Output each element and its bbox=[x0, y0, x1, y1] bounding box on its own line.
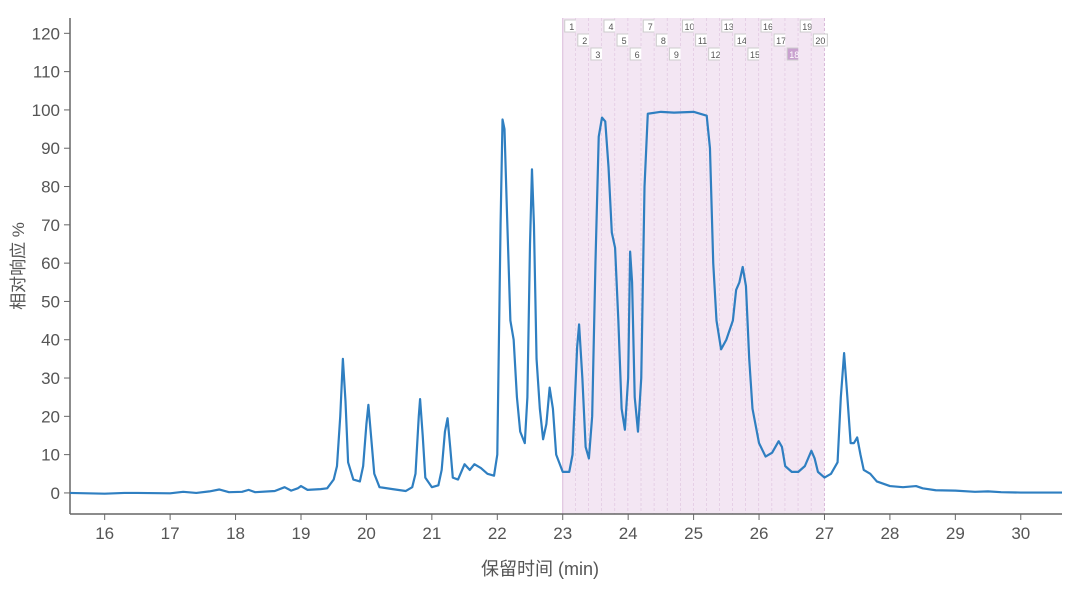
y-tick-label: 10 bbox=[41, 446, 60, 465]
chromatogram-line bbox=[69, 110, 1062, 495]
x-tick-label: 28 bbox=[880, 524, 899, 543]
fraction-label: 6 bbox=[635, 50, 640, 60]
fraction-label: 18 bbox=[789, 50, 799, 60]
fraction-label: 19 bbox=[802, 22, 812, 32]
fraction-label: 16 bbox=[763, 22, 773, 32]
fraction-label: 2 bbox=[582, 36, 587, 46]
y-tick-label: 80 bbox=[41, 178, 60, 197]
y-tick-label: 100 bbox=[32, 101, 60, 120]
fraction-region bbox=[719, 18, 733, 514]
x-tick-label: 22 bbox=[488, 524, 507, 543]
fraction-region bbox=[732, 18, 746, 514]
fraction-label: 10 bbox=[685, 22, 695, 32]
y-tick-label: 50 bbox=[41, 292, 60, 311]
x-tick-label: 16 bbox=[95, 524, 114, 543]
x-tick-label: 24 bbox=[619, 524, 638, 543]
fraction-region bbox=[693, 18, 707, 514]
fraction-label: 4 bbox=[608, 22, 613, 32]
fraction-label: 17 bbox=[776, 36, 786, 46]
x-tick-label: 29 bbox=[946, 524, 965, 543]
fraction-label: 14 bbox=[737, 36, 747, 46]
fraction-label-box bbox=[812, 33, 828, 47]
fraction-region bbox=[667, 18, 681, 514]
fraction-label: 15 bbox=[750, 50, 760, 60]
fraction-region bbox=[562, 18, 576, 514]
fraction-region bbox=[615, 18, 629, 514]
fraction-region bbox=[759, 18, 773, 514]
fraction-label: 1 bbox=[569, 22, 574, 32]
y-tick-label: 70 bbox=[41, 216, 60, 235]
x-tick-label: 27 bbox=[815, 524, 834, 543]
fraction-region bbox=[628, 18, 642, 514]
y-axis-label: 相对响应 % bbox=[9, 222, 28, 310]
fraction-label: 20 bbox=[815, 36, 825, 46]
fraction-label: 13 bbox=[724, 22, 734, 32]
fraction-region bbox=[654, 18, 668, 514]
y-tick-label: 40 bbox=[41, 331, 60, 350]
x-tick-label: 26 bbox=[750, 524, 769, 543]
x-axis-label: 保留时间 (min) bbox=[481, 559, 599, 579]
fraction-region bbox=[785, 18, 799, 514]
x-tick-label: 18 bbox=[226, 524, 245, 543]
fraction-label: 8 bbox=[661, 36, 666, 46]
y-tick-label: 90 bbox=[41, 139, 60, 158]
fraction-region bbox=[641, 18, 655, 514]
fraction-label: 12 bbox=[711, 50, 721, 60]
fraction-label: 11 bbox=[698, 36, 707, 46]
fraction-region bbox=[772, 18, 786, 514]
x-tick-label: 23 bbox=[553, 524, 572, 543]
x-tick-label: 25 bbox=[684, 524, 703, 543]
y-tick-label: 110 bbox=[33, 63, 60, 82]
fraction-label: 3 bbox=[595, 50, 600, 60]
fraction-region bbox=[745, 18, 760, 514]
y-tick-label: 30 bbox=[41, 369, 60, 388]
x-tick-label: 20 bbox=[357, 524, 376, 543]
x-tick-label: 30 bbox=[1011, 524, 1030, 543]
fraction-region bbox=[680, 18, 694, 514]
fraction-label: 7 bbox=[648, 22, 653, 32]
fraction-label: 9 bbox=[674, 50, 679, 60]
x-tick-label: 17 bbox=[161, 524, 180, 543]
fraction-label: 5 bbox=[622, 36, 627, 46]
fraction-region bbox=[601, 18, 616, 514]
y-tick-label: 0 bbox=[51, 484, 60, 503]
y-tick-label: 60 bbox=[41, 254, 60, 273]
fraction-region bbox=[798, 18, 812, 514]
y-tick-label: 20 bbox=[41, 407, 60, 426]
fraction-region bbox=[811, 18, 825, 514]
x-tick-label: 19 bbox=[292, 524, 311, 543]
x-tick-label: 21 bbox=[422, 524, 441, 543]
fraction-region bbox=[575, 18, 589, 514]
y-tick-label: 120 bbox=[32, 24, 60, 43]
